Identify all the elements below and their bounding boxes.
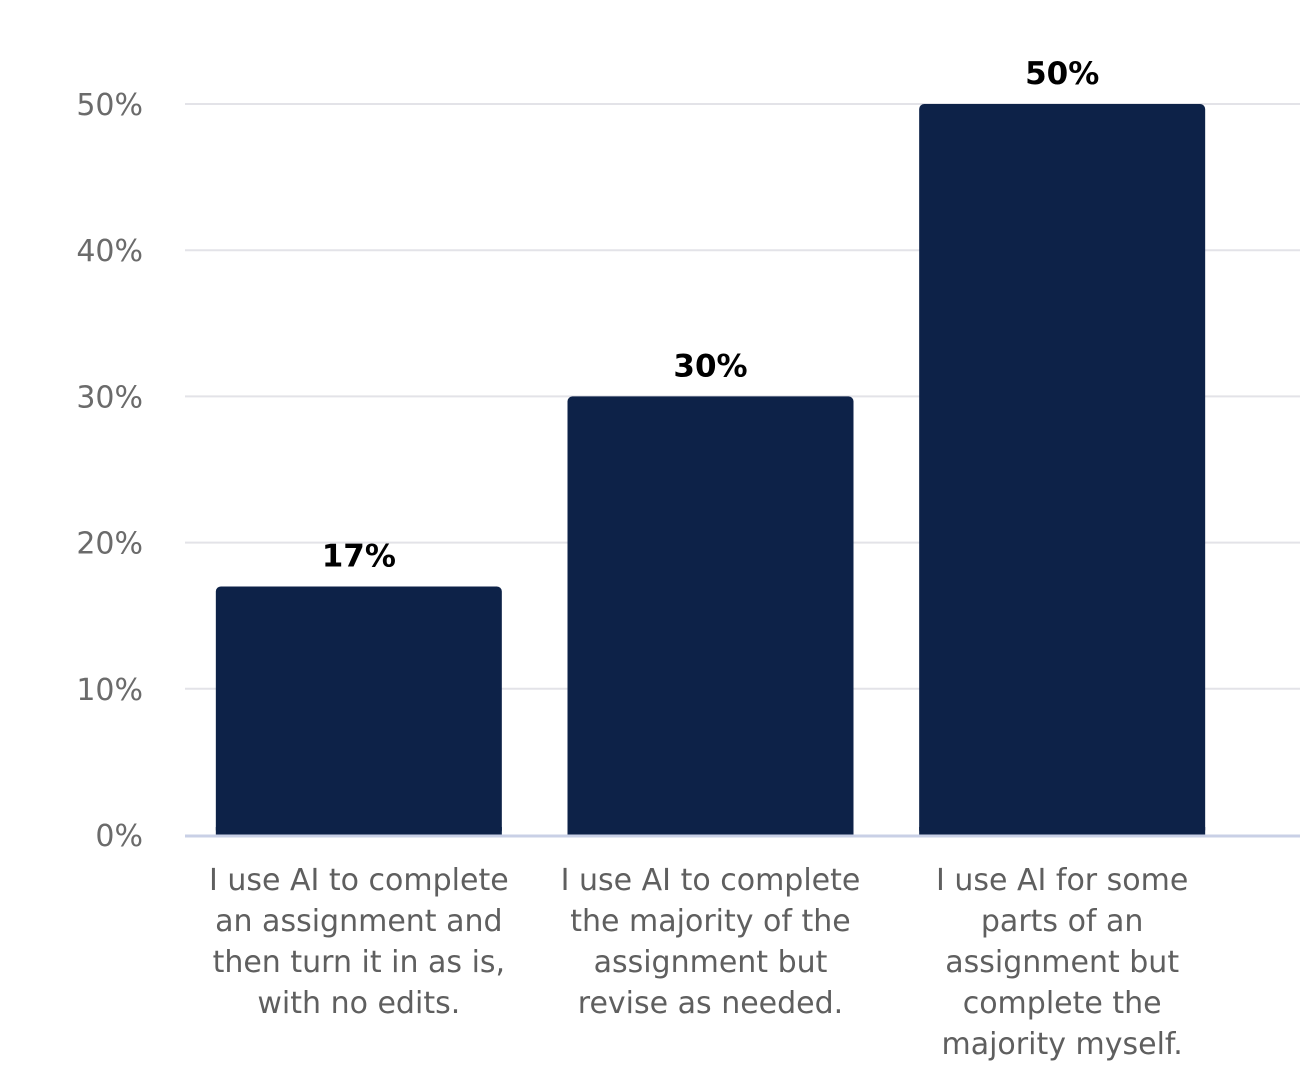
x-category-label-line: majority myself. [941,1027,1182,1062]
x-category-label-line: an assignment and [215,904,502,939]
x-category-label-line: assignment but [594,945,828,980]
data-label: 17% [322,538,396,574]
y-tick-label: 10% [76,673,143,708]
bars [215,104,1206,835]
bar [567,396,854,835]
x-category-label-line: assignment but [945,945,1179,980]
bar [215,586,502,835]
x-category-label-line: with no edits. [257,986,460,1021]
x-axis-category-labels: I use AI to complete an assignment and the… [209,863,1188,1062]
x-category-label-line: complete the [963,986,1162,1021]
x-category-label: I use AI to complete the majority of the a… [561,863,861,1021]
x-category-label: I use AI to complete an assignment and the… [209,863,509,1021]
y-tick-label: 20% [76,527,143,562]
y-tick-label: 30% [76,380,143,415]
x-category-label-line: parts of an [981,904,1144,939]
x-category-label-line: revise as needed. [578,986,843,1021]
data-label: 50% [1025,56,1099,92]
y-tick-label: 0% [95,819,143,854]
y-axis-ticks: 0% 10% 20% 30% 40% 50% [76,88,143,854]
bar-base [215,827,502,835]
x-category-label-line: then turn it in as is, [213,945,506,980]
data-label: 30% [673,348,747,384]
y-tick-label: 40% [76,234,143,269]
x-category-label-line: I use AI to complete [561,863,861,898]
bar-base [567,827,854,835]
bar-base [919,827,1206,835]
bar [919,104,1206,835]
x-category-label-line: the majority of the [570,904,850,939]
x-category-label-line: I use AI to complete [209,863,509,898]
y-tick-label: 50% [76,88,143,123]
x-category-label: I use AI for some parts of an assignment b… [936,863,1188,1062]
data-labels: 17% 30% 50% [322,56,1100,574]
x-category-label-line: I use AI for some [936,863,1188,898]
